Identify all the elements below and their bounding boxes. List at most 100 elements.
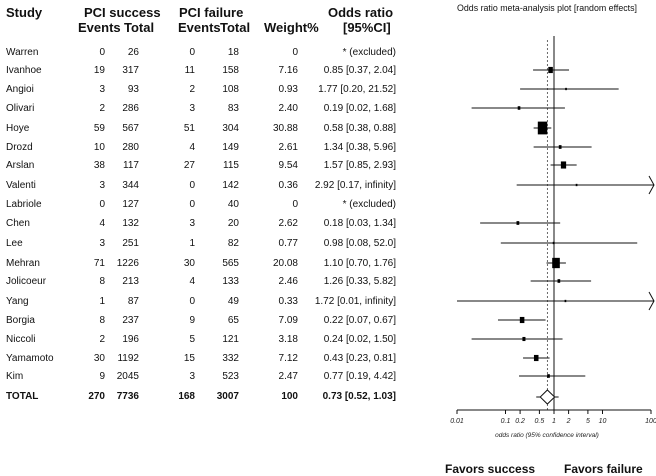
- odds-ratio-ci: * (excluded): [342, 47, 396, 58]
- pooled-diamond: [539, 389, 556, 405]
- failure-events: 11: [184, 65, 195, 76]
- header-pci-success: PCI success: [84, 5, 161, 20]
- success-events: 8: [99, 276, 105, 287]
- study-name: Jolicoeur: [6, 276, 47, 287]
- success-total: 1226: [116, 258, 139, 269]
- failure-total: 40: [227, 199, 239, 210]
- x-tick-label: 0.1: [501, 418, 511, 425]
- success-total: 2045: [116, 371, 139, 382]
- point-estimate: [548, 66, 553, 74]
- odds-ratio-ci: 0.19 [0.02, 1.68]: [323, 103, 396, 114]
- point-estimate: [517, 106, 521, 110]
- success-events: 3: [99, 238, 105, 249]
- ci-arrow-icon: [648, 291, 655, 311]
- success-events: 0: [99, 47, 105, 58]
- study-name: Hoye: [6, 123, 30, 134]
- odds-ratio-ci: 0.77 [0.19, 4.42]: [323, 371, 396, 382]
- success-total: 344: [122, 180, 139, 191]
- point-estimate: [533, 354, 539, 362]
- header-success-total: Total: [124, 20, 155, 35]
- failure-events: 3: [189, 103, 195, 114]
- header-failure-events: Events: [178, 20, 221, 35]
- point-estimate: [565, 87, 567, 91]
- failure-events: 168: [178, 391, 195, 402]
- study-name: Borgia: [6, 315, 35, 326]
- success-events: 10: [93, 142, 105, 153]
- study-name: TOTAL: [6, 391, 39, 402]
- header-failure-total: Total: [220, 20, 251, 35]
- odds-ratio-ci: 0.73 [0.52, 1.03]: [322, 391, 396, 402]
- success-events: 9: [99, 371, 105, 382]
- failure-events: 5: [189, 334, 195, 345]
- odds-ratio-ci: * (excluded): [342, 199, 396, 210]
- point-estimate: [564, 299, 567, 303]
- weight-value: 7.09: [278, 315, 298, 326]
- success-total: 127: [122, 199, 139, 210]
- header-ci: [95%CI]: [343, 20, 391, 35]
- failure-total: 565: [222, 258, 239, 269]
- success-total: 87: [127, 296, 139, 307]
- odds-ratio-ci: 0.24 [0.02, 1.50]: [323, 334, 396, 345]
- failure-total: 65: [227, 315, 239, 326]
- x-tick-label: 1: [552, 418, 556, 425]
- study-name: Niccoli: [6, 334, 36, 345]
- weight-value: 7.12: [278, 353, 298, 364]
- study-name: Kim: [6, 371, 24, 382]
- success-total: 567: [122, 123, 139, 134]
- success-events: 59: [93, 123, 105, 134]
- failure-events: 0: [189, 180, 195, 191]
- success-events: 2: [99, 103, 105, 114]
- success-events: 3: [99, 180, 105, 191]
- point-estimate: [552, 241, 555, 245]
- weight-value: 0: [292, 47, 298, 58]
- point-estimate: [519, 316, 525, 324]
- header-odds-ratio: Odds ratio: [328, 5, 394, 20]
- study-name: Arslan: [6, 160, 35, 171]
- chart-title: Odds ratio meta-analysis plot [random ef…: [457, 3, 637, 14]
- weight-value: 3.18: [278, 334, 298, 345]
- failure-total: 121: [222, 334, 239, 345]
- weight-value: 0: [292, 199, 298, 210]
- success-total: 7736: [116, 391, 139, 402]
- x-tick-label: 0.01: [450, 418, 464, 425]
- x-tick-label: 10: [599, 418, 607, 425]
- failure-events: 3: [189, 371, 195, 382]
- failure-total: 3007: [216, 391, 239, 402]
- x-tick-label: 2: [566, 418, 571, 425]
- success-total: 1192: [117, 353, 139, 364]
- odds-ratio-ci: 0.22 [0.07, 0.67]: [323, 315, 396, 326]
- study-name: Mehran: [6, 258, 40, 269]
- x-tick-label: 0.2: [515, 418, 525, 425]
- failure-total: 83: [227, 103, 239, 114]
- study-name: Yang: [6, 296, 29, 307]
- success-total: 196: [122, 334, 139, 345]
- weight-value: 100: [281, 391, 298, 402]
- forest-plot: Odds ratio meta-analysis plot [random ef…: [450, 3, 656, 439]
- point-estimate: [557, 279, 561, 283]
- ci-arrow-icon: [648, 175, 655, 195]
- failure-events: 4: [189, 142, 195, 153]
- success-events: 19: [93, 65, 105, 76]
- odds-ratio-ci: 0.85 [0.37, 2.04]: [323, 65, 396, 76]
- study-name: Warren: [6, 47, 39, 58]
- success-total: 251: [122, 238, 139, 249]
- study-name: Olivari: [6, 103, 35, 114]
- success-events: 3: [99, 84, 105, 95]
- weight-value: 9.54: [278, 160, 298, 171]
- failure-events: 9: [189, 315, 195, 326]
- failure-events: 27: [183, 160, 195, 171]
- failure-events: 15: [183, 353, 195, 364]
- failure-total: 523: [222, 371, 239, 382]
- failure-total: 133: [222, 276, 239, 287]
- odds-ratio-ci: 1.10 [0.70, 1.76]: [323, 258, 396, 269]
- header-weight: Weight%: [264, 20, 319, 35]
- success-total: 117: [123, 160, 139, 171]
- failure-total: 108: [222, 84, 239, 95]
- success-total: 286: [122, 103, 139, 114]
- x-tick-label: 5: [586, 418, 590, 425]
- failure-total: 18: [227, 47, 239, 58]
- weight-value: 2.47: [278, 371, 298, 382]
- weight-value: 0.36: [278, 180, 298, 191]
- failure-total: 82: [227, 238, 239, 249]
- failure-total: 158: [222, 65, 239, 76]
